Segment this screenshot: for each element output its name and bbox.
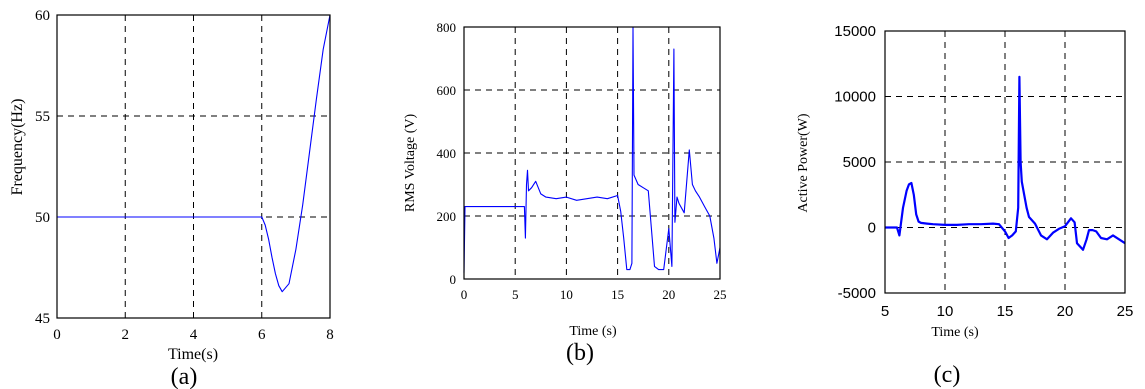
series-line [463,26,721,273]
grid-lines [464,27,720,279]
x-tick-label: 8 [326,327,334,343]
x-tick-label: 10 [560,287,573,302]
y-tick-label: 5000 [843,154,876,171]
y-tick-label: 45 [35,311,50,327]
x-tick-label: 15 [997,303,1014,320]
y-tick-label: 15000 [834,23,876,40]
x-axis-label: Time (s) [931,325,979,340]
y-tick-label: 0 [450,272,457,287]
axes-frame [56,14,331,319]
panel-label: (a) [171,364,198,389]
y-tick-labels: -5000 0 5000 10000 15000 [834,23,876,302]
x-tick-label: 5 [512,287,519,302]
grid-lines [885,31,1125,293]
y-tick-label: 60 [35,8,50,24]
plot-area [56,14,331,293]
y-tick-label: 800 [437,20,457,35]
x-tick-labels: 5 10 15 20 25 [881,303,1134,320]
chart-frequency: 0 2 4 6 8 45 50 55 60 Time(s) Frequency(Hz) (a) [9,8,334,389]
x-axis-label: Time(s) [168,346,218,363]
x-tick-label: 10 [937,303,954,320]
panel-label: (c) [934,362,961,388]
y-axis-label: RMS Voltage (V) [403,114,418,213]
x-tick-label: 4 [190,327,198,343]
x-tick-label: 20 [1057,303,1074,320]
y-tick-label: 400 [437,146,457,161]
panel-label: (b) [566,340,594,366]
plot-area [463,26,721,273]
x-tick-label: 20 [662,287,675,302]
y-tick-labels: 0 200 400 600 800 [437,20,457,287]
x-tick-label: 25 [714,287,727,302]
x-tick-label: 6 [258,327,266,343]
y-tick-label: 10000 [834,89,876,106]
y-tick-label: 200 [437,209,457,224]
x-tick-label: 25 [1117,303,1134,320]
y-tick-labels: 45 50 55 60 [35,8,50,327]
x-tick-label: 0 [53,327,61,343]
x-tick-label: 2 [122,327,130,343]
grid-lines [57,15,330,318]
x-axis-label: Time (s) [569,324,617,339]
y-axis-label: Active Power(W) [796,113,811,212]
y-tick-label: -5000 [838,285,876,302]
y-tick-label: 50 [35,210,50,226]
y-tick-label: 0 [868,220,876,237]
x-tick-label: 15 [611,287,624,302]
axes-frame [463,26,721,280]
series-line [57,14,331,293]
axes-frame [884,30,1126,294]
x-tick-labels: 0 2 4 6 8 [53,327,334,343]
x-tick-label: 0 [461,287,468,302]
y-tick-label: 55 [35,109,50,125]
x-tick-labels: 0 5 10 15 20 25 [461,287,727,302]
x-tick-label: 5 [881,303,889,320]
y-axis-label: Frequency(Hz) [9,99,26,196]
y-tick-label: 600 [437,83,457,98]
chart-rms-voltage: 0 5 10 15 20 25 0 200 400 600 800 Time (s) RMS Vo… [403,20,727,366]
